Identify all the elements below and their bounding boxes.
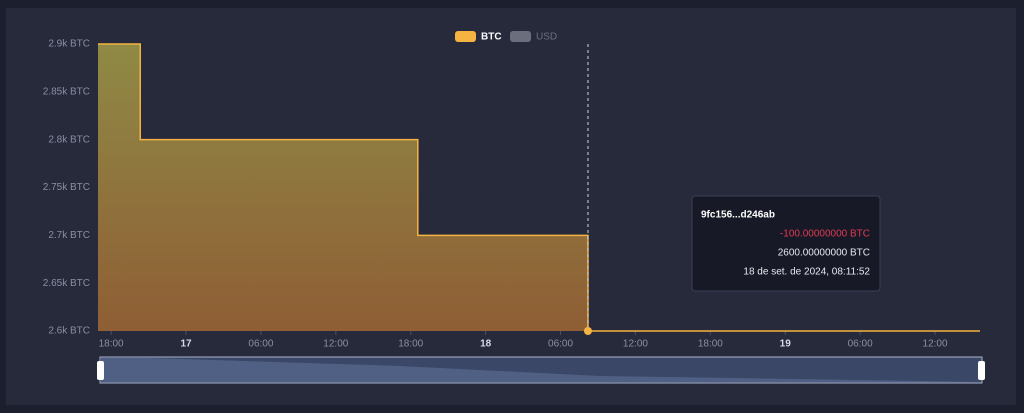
navigator-handle-right[interactable] xyxy=(978,361,985,380)
y-tick-label: 2.6k BTC xyxy=(48,326,90,337)
y-tick-label: 2.85k BTC xyxy=(43,86,90,97)
x-tick-label: 19 xyxy=(780,339,792,350)
y-tick-label: 2.65k BTC xyxy=(43,278,90,289)
x-tick-label: 18:00 xyxy=(99,339,124,350)
navigator-handle-left[interactable] xyxy=(97,361,104,380)
tooltip-box xyxy=(691,195,881,292)
x-tick-label: 12:00 xyxy=(323,339,348,350)
hover-point xyxy=(583,327,592,335)
legend-label[interactable]: USD xyxy=(536,32,557,43)
tooltip-date: 18 de set. de 2024, 08:11:52 xyxy=(743,267,870,278)
x-tick-label: 12:00 xyxy=(923,339,948,350)
legend-swatch[interactable] xyxy=(455,31,476,42)
tooltip-balance: 2600.00000000 BTC xyxy=(778,248,870,259)
x-tick-label: 18:00 xyxy=(698,339,723,350)
x-tick-label: 12:00 xyxy=(623,339,648,350)
x-tick-label: 06:00 xyxy=(848,339,873,350)
tooltip-change: -100.00000000 BTC xyxy=(780,229,870,240)
legend-label[interactable]: BTC xyxy=(481,32,502,43)
y-tick-label: 2.9k BTC xyxy=(48,39,90,50)
x-tick-label: 06:00 xyxy=(248,339,273,350)
navigator[interactable] xyxy=(97,356,985,384)
legend-swatch[interactable] xyxy=(510,31,531,42)
tooltip-title: 9fc156...d246ab xyxy=(701,210,775,221)
y-tick-label: 2.8k BTC xyxy=(48,134,90,145)
y-tick-label: 2.7k BTC xyxy=(48,230,90,241)
x-tick-label: 06:00 xyxy=(548,339,573,350)
x-tick-label: 18 xyxy=(480,339,492,350)
navigator-series xyxy=(100,358,982,382)
x-tick-label: 17 xyxy=(180,339,192,350)
y-tick-label: 2.75k BTC xyxy=(43,182,90,193)
x-tick-label: 18:00 xyxy=(398,339,423,350)
area xyxy=(98,44,980,331)
